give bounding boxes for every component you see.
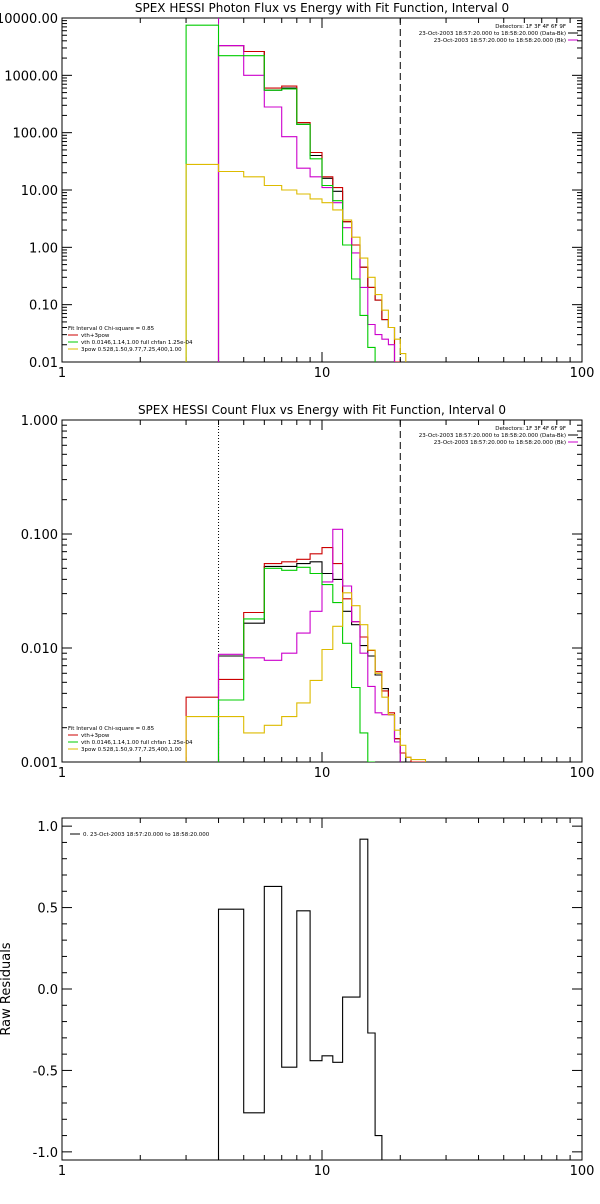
- panel-3: 1 10 100 1.0 0.5 0.0 -0.5 -1.0 Raw Residuals 0. 2…: [0, 817, 595, 1179]
- series-line: [217, 838, 383, 1160]
- series-line: [217, 45, 396, 362]
- y-tick-label: 1.000: [21, 414, 58, 429]
- legend-entry: vth 0.0146,1.14,1.00 full chfan 1.25e-04: [81, 740, 193, 746]
- legend-entry: vth+3pow: [81, 333, 110, 339]
- plot-frame: [61, 17, 583, 363]
- y-tick-label: 0.100: [21, 528, 58, 543]
- series-line: [185, 24, 376, 362]
- series-line: [217, 528, 401, 762]
- y-tick-label: 0.01: [29, 356, 58, 371]
- series-group: [217, 838, 383, 1160]
- header-text: Detectors: 1F 3F 4F 6F 9F: [495, 24, 566, 30]
- y-tick-label: 1000.00: [4, 69, 58, 84]
- x-tick-label: 1: [58, 1164, 66, 1179]
- series-line: [185, 163, 407, 362]
- header-text: Detectors: 1F 3F 4F 6F 9F: [495, 426, 566, 432]
- x-tick-label: 10: [314, 766, 331, 781]
- header-text: 23-Oct-2003 18:57:20.000 to 18:58:20.000…: [419, 433, 566, 439]
- y-tick-label: 0.5: [37, 902, 58, 917]
- x-tick-label: 100: [570, 366, 595, 381]
- panel-2: SPEX HESSI Count Flux vs Energy with Fit…: [21, 403, 595, 781]
- legend-entry: 0. 23-Oct-2003 18:57:20.000 to 18:58:20.…: [83, 832, 210, 838]
- legend-entry: vth+3pow: [81, 733, 110, 739]
- legend-header: Fit Interval 0 Chi-square = 0.85: [68, 326, 155, 332]
- legend-entry: vth 0.0146,1.14,1.00 full chfan 1.25e-04: [81, 340, 193, 346]
- header-text: 23-Oct-2003 18:57:20.000 to 18:58:20.000…: [419, 31, 566, 37]
- y-tick-label: 0.001: [21, 756, 58, 771]
- y-tick-label: 0.10: [29, 299, 58, 314]
- series-line: [217, 566, 376, 762]
- y-tick-label: 0.0: [37, 983, 58, 998]
- y-tick-label: 10000.00: [0, 12, 58, 27]
- header-text: 23-Oct-2003 18:57:20.000 to 18:58:20.000…: [434, 440, 566, 446]
- legend-header: Fit Interval 0 Chi-square = 0.85: [68, 726, 155, 732]
- y-tick-label: -0.5: [33, 1064, 58, 1079]
- series-group: [185, 528, 427, 762]
- x-tick-label: 10: [314, 1164, 331, 1179]
- series-line: [217, 45, 401, 362]
- x-tick-label: 1: [58, 766, 66, 781]
- y-tick-label: 10.00: [21, 184, 58, 199]
- y-tick-label: 0.010: [21, 642, 58, 657]
- y-tick-label: -1.0: [33, 1146, 58, 1161]
- y-axis-label: Raw Residuals: [0, 942, 14, 1035]
- legend-entry: 3pow 0.528,1.50,9.77,7.25,400,1.00: [81, 347, 182, 353]
- series-group: [185, 24, 407, 362]
- x-tick-label: 1: [58, 366, 66, 381]
- x-tick-label: 100: [570, 1164, 595, 1179]
- y-tick-label: 1.0: [37, 820, 58, 835]
- series-line: [217, 45, 401, 362]
- x-tick-label: 10: [314, 366, 331, 381]
- panel-title: SPEX HESSI Count Flux vs Energy with Fit…: [138, 403, 506, 417]
- panel-title: SPEX HESSI Photon Flux vs Energy with Fi…: [135, 1, 509, 15]
- header-text: 23-Oct-2003 18:57:20.000 to 18:58:20.000…: [434, 38, 566, 44]
- plot-frame: [61, 817, 583, 1161]
- y-tick-label: 100.00: [13, 127, 59, 142]
- x-tick-label: 100: [570, 766, 595, 781]
- panel-1: SPEX HESSI Photon Flux vs Energy with Fi…: [0, 1, 594, 381]
- series-line: [185, 592, 427, 762]
- series-line: [217, 561, 407, 762]
- y-tick-label: 1.00: [29, 241, 58, 256]
- legend-entry: 3pow 0.528,1.50,9.77,7.25,400,1.00: [81, 747, 182, 753]
